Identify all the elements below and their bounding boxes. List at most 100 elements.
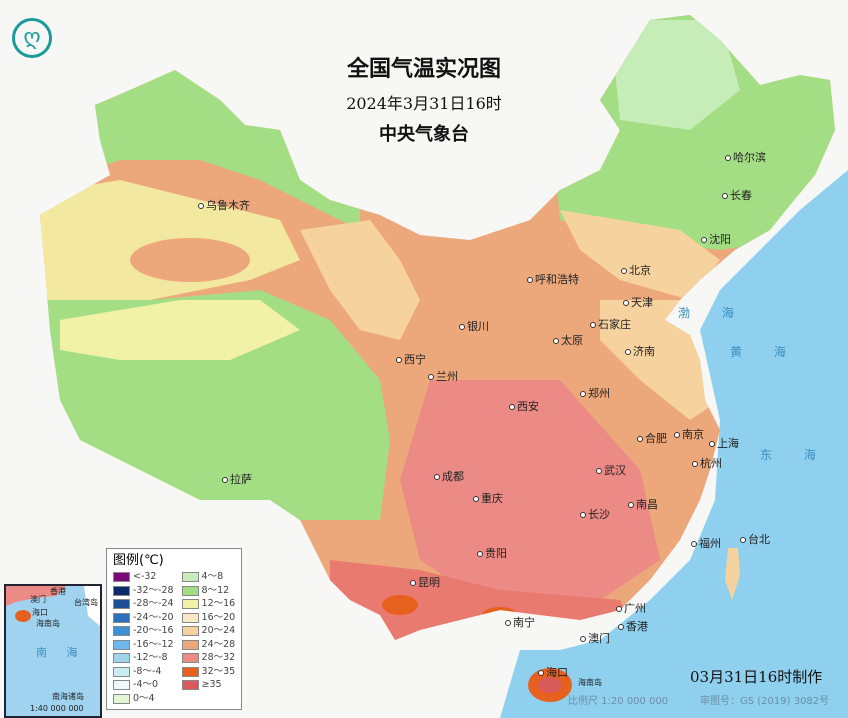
legend-item: 12～16	[181, 598, 236, 611]
legend-item: 0～4	[113, 693, 174, 706]
city-label: 银川	[459, 320, 489, 333]
legend-label: 24～28	[201, 638, 236, 650]
city-label: 济南	[625, 345, 655, 358]
sea	[500, 170, 848, 718]
city-label: 太原	[553, 334, 583, 347]
city-label: 昆明	[410, 576, 440, 589]
legend-swatch	[181, 639, 199, 650]
legend-item: -28～-24	[113, 598, 174, 611]
legend-swatch	[181, 572, 199, 583]
legend-item: ≥35	[181, 679, 236, 692]
inset-label: 海南岛	[36, 619, 60, 628]
legend-label: 8～12	[201, 584, 230, 596]
legend-swatch	[113, 572, 130, 583]
inset-label: 台湾岛	[74, 598, 98, 607]
legend-item: 20～24	[181, 625, 236, 638]
legend-label: -28～-24	[133, 598, 174, 610]
legend: 图例(℃) <-32 -32～-28 -28～-24 -24～-20 -20～-16 -1…	[106, 548, 243, 710]
legend-swatch	[113, 666, 130, 677]
legend-swatch	[113, 612, 130, 623]
city-label: 杭州	[692, 457, 722, 470]
legend-label: ≥35	[201, 679, 222, 691]
hainan-label: 海南岛	[578, 678, 602, 687]
map-datetime: 2024年3月31日16时	[346, 94, 502, 113]
legend-label: <-32	[133, 571, 157, 583]
city-label: 兰州	[428, 370, 458, 383]
legend-swatch	[181, 666, 199, 677]
legend-label: 0～4	[133, 692, 155, 704]
inset-label: 南海诸岛	[52, 692, 84, 701]
city-label: 海口	[538, 666, 568, 679]
city-label: 北京	[621, 264, 651, 277]
city-label: 福州	[691, 537, 721, 550]
inset-label: 香港	[50, 587, 66, 596]
city-label: 石家庄	[590, 318, 631, 331]
legend-item: -4～0	[113, 679, 174, 692]
city-label: 西宁	[396, 353, 426, 366]
legend-swatch	[113, 680, 130, 691]
legend-label: -20～-16	[133, 625, 174, 637]
inset-label: 南 海	[36, 646, 86, 659]
legend-swatch	[181, 585, 199, 596]
legend-item: -16～-12	[113, 639, 174, 652]
inset-label: 澳门	[30, 595, 46, 604]
city-label: 南京	[674, 428, 704, 441]
legend-label: -4～0	[133, 679, 159, 691]
map-title: 全国气温实况图	[346, 56, 501, 82]
legend-label: 4～8	[201, 571, 224, 583]
map-approval-number: 审图号：GS (2019) 3082号	[700, 696, 830, 707]
city-label: 西安	[509, 400, 539, 413]
city-label: 郑州	[580, 387, 610, 400]
inset-label: 海口	[32, 608, 48, 617]
legend-swatch	[113, 693, 130, 704]
production-time: 03月31日16时制作	[690, 668, 823, 686]
city-label: 香港	[618, 620, 648, 633]
sea-label-donghai: 东 海	[760, 448, 830, 462]
city-label: 重庆	[473, 492, 503, 505]
legend-swatch	[113, 639, 130, 650]
sea-label-huanghai: 黄 海	[730, 345, 800, 359]
city-label: 天津	[623, 296, 653, 309]
legend-swatch	[181, 653, 199, 664]
city-label: 长沙	[580, 508, 610, 521]
legend-item: -20～-16	[113, 625, 174, 638]
city-label: 成都	[434, 470, 464, 483]
legend-item: -32～-28	[113, 585, 174, 598]
legend-item: 32～35	[181, 665, 236, 679]
city-label: 贵阳	[477, 547, 507, 560]
legend-item: 16～20	[181, 611, 236, 625]
city-label: 拉萨	[222, 473, 252, 486]
city-label: 武汉	[596, 464, 626, 477]
legend-label: 12～16	[201, 598, 236, 610]
legend-swatch	[113, 599, 130, 610]
map-agency: 中央气象台	[379, 124, 469, 145]
legend-item: 8～12	[181, 584, 236, 598]
legend-label: -32～-28	[133, 584, 174, 596]
city-label: 南宁	[505, 616, 535, 629]
legend-label: 28～32	[201, 652, 236, 664]
city-label: 沈阳	[701, 233, 731, 246]
legend-label: 16～20	[201, 611, 236, 623]
legend-label: -12～-8	[133, 652, 168, 664]
legend-swatch	[181, 680, 199, 691]
legend-item: <-32	[113, 571, 174, 584]
legend-swatch	[113, 653, 130, 664]
inset-scale: 1:40 000 000	[30, 704, 84, 713]
city-label: 台北	[740, 533, 770, 546]
city-label: 呼和浩特	[527, 273, 579, 286]
city-label: 长春	[722, 189, 752, 202]
city-label: 南昌	[628, 498, 658, 511]
legend-label: 20～24	[201, 625, 236, 637]
city-label: 乌鲁木齐	[198, 199, 250, 212]
legend-label: -16～-12	[133, 638, 174, 650]
sea-label-bohai: 渤 海	[678, 306, 748, 320]
legend-label: -24～-20	[133, 611, 174, 623]
legend-item: 24～28	[181, 638, 236, 652]
legend-label: 32～35	[201, 665, 236, 677]
legend-title: 图例(℃)	[113, 553, 164, 568]
south-china-sea-inset: 澳门 香港 台湾岛 海口 海南岛 南 海 南海诸岛 1:40 000 000	[4, 584, 102, 718]
legend-item: -24～-20	[113, 612, 174, 625]
city-label: 合肥	[637, 432, 667, 445]
legend-swatch	[181, 626, 199, 637]
